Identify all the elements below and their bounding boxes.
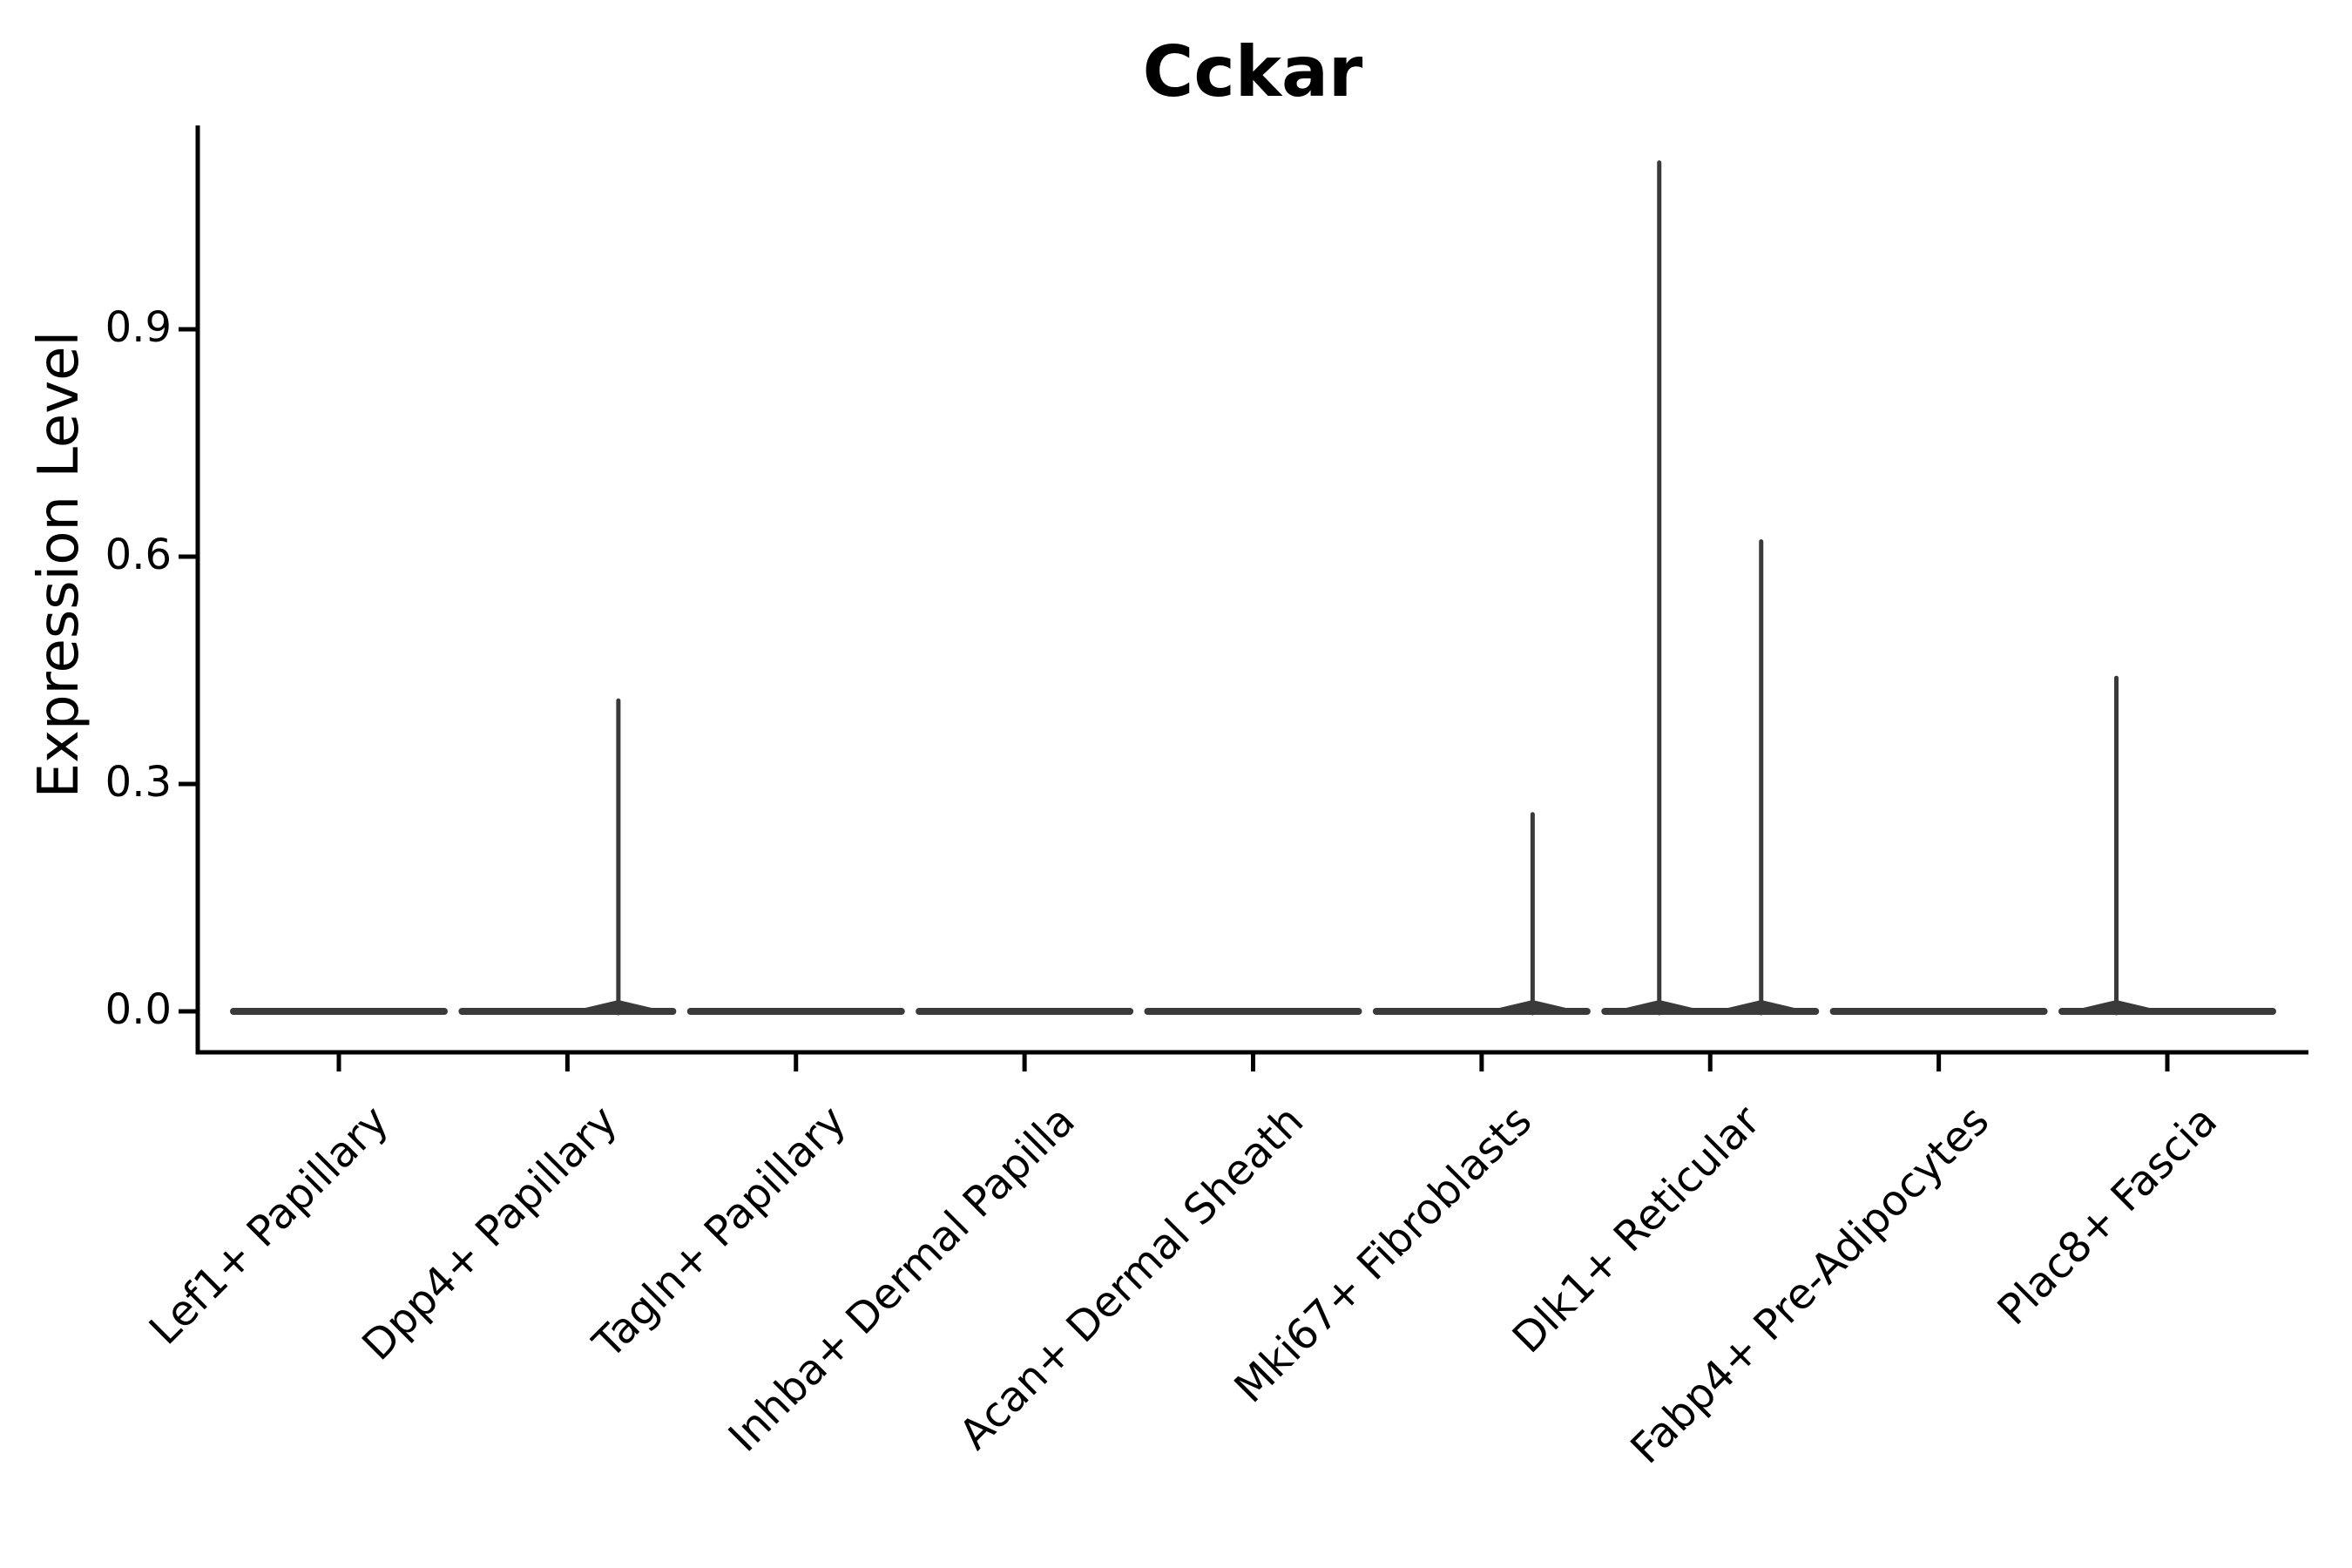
y-tick-label: 0.6 bbox=[105, 531, 172, 580]
chart-title: Cckar bbox=[1142, 31, 1363, 112]
y-tick-label: 0.9 bbox=[105, 303, 172, 353]
y-tick-label: 0.3 bbox=[105, 758, 172, 808]
y-tick-label: 0.0 bbox=[105, 985, 172, 1035]
